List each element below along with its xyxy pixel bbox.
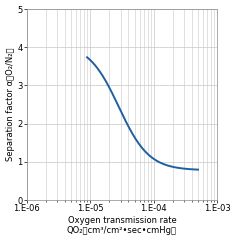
X-axis label: Oxygen transmission rate
QO₂（cm³/cm²•sec•cmHg）: Oxygen transmission rate QO₂（cm³/cm²•sec…: [67, 216, 177, 235]
Y-axis label: Separation factor α（O₂/N₂）: Separation factor α（O₂/N₂）: [6, 48, 15, 161]
